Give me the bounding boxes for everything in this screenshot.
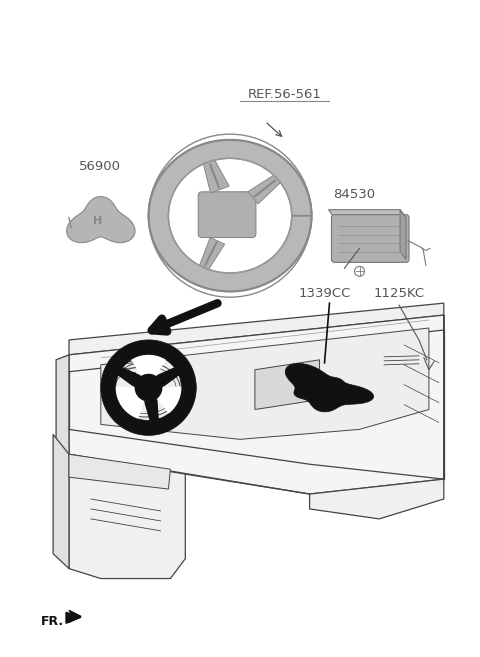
Polygon shape [101, 340, 196, 436]
Text: REF.56-561: REF.56-561 [248, 88, 322, 101]
Polygon shape [145, 400, 158, 420]
Polygon shape [200, 237, 225, 270]
Text: FR.: FR. [41, 615, 64, 628]
Polygon shape [248, 175, 280, 204]
Polygon shape [69, 454, 185, 579]
Polygon shape [285, 363, 374, 412]
Polygon shape [157, 386, 181, 413]
Polygon shape [328, 210, 406, 217]
Circle shape [134, 374, 162, 401]
Polygon shape [69, 454, 170, 489]
Polygon shape [131, 355, 166, 376]
Polygon shape [66, 612, 81, 623]
Polygon shape [56, 355, 69, 457]
Text: 1339CC: 1339CC [299, 287, 351, 300]
Polygon shape [255, 360, 320, 409]
Polygon shape [69, 315, 444, 494]
Polygon shape [67, 196, 135, 242]
FancyBboxPatch shape [332, 215, 409, 262]
Text: 84530: 84530 [333, 188, 375, 201]
Polygon shape [116, 386, 144, 419]
Polygon shape [53, 434, 69, 568]
FancyBboxPatch shape [198, 192, 256, 238]
Polygon shape [69, 610, 81, 622]
Text: 56900: 56900 [79, 160, 121, 173]
Polygon shape [69, 303, 444, 355]
Polygon shape [310, 315, 444, 519]
Text: 1125KC: 1125KC [373, 287, 425, 300]
Polygon shape [204, 160, 229, 193]
Polygon shape [101, 328, 429, 440]
Text: H: H [93, 215, 102, 225]
Polygon shape [157, 368, 179, 386]
Polygon shape [148, 140, 312, 292]
Polygon shape [400, 210, 406, 260]
Polygon shape [118, 368, 140, 386]
